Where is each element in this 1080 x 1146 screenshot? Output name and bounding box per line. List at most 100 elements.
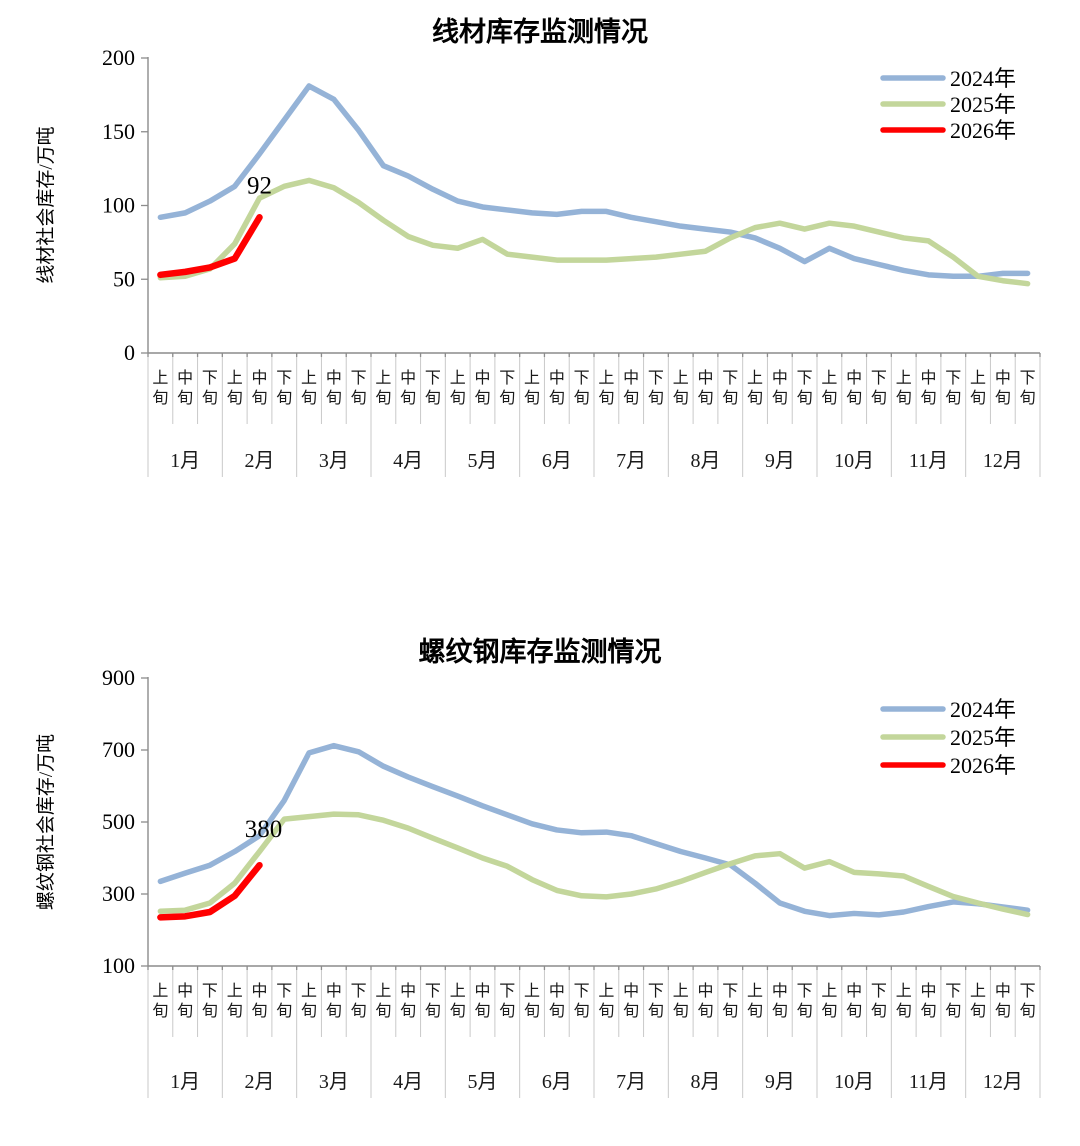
period-label: 旬 [846, 1002, 862, 1020]
period-label: 旬 [499, 1002, 515, 1020]
period-label: 旬 [251, 389, 267, 407]
legend-label-2026年: 2026年 [950, 118, 1016, 143]
period-label: 下 [574, 370, 590, 387]
period-label: 中 [697, 369, 713, 387]
period-label: 下 [202, 370, 218, 387]
period-label: 旬 [797, 1002, 813, 1020]
period-label: 上 [301, 369, 317, 387]
period-label: 下 [351, 983, 367, 1000]
period-label: 旬 [450, 1002, 466, 1020]
period-label: 旬 [375, 389, 391, 407]
month-label: 7月 [616, 450, 646, 472]
month-label: 11月 [909, 450, 948, 472]
period-label: 旬 [276, 1002, 292, 1020]
month-label: 6月 [542, 1071, 572, 1093]
period-label: 中 [995, 982, 1011, 1000]
period-label: 下 [722, 370, 738, 387]
period-label: 旬 [797, 389, 813, 407]
period-label: 旬 [400, 1002, 416, 1020]
period-label: 下 [722, 983, 738, 1000]
month-label: 1月 [170, 450, 200, 472]
period-label: 旬 [152, 1002, 168, 1020]
series-line-2024年 [157, 83, 1031, 280]
y-tick-label: 150 [102, 119, 135, 144]
period-label: 上 [152, 982, 168, 1000]
y-tick-label: 900 [102, 665, 135, 690]
month-label: 5月 [468, 1071, 498, 1093]
y-tick-label: 300 [102, 881, 135, 906]
period-label: 旬 [871, 389, 887, 407]
wire-rod-inventory-chart: 线材库存监测情况 0 50 100 150 200 上旬中旬下旬上旬中旬下旬上旬中旬下旬上… [35, 17, 1041, 477]
period-label: 旬 [251, 1002, 267, 1020]
period-label: 上 [524, 982, 540, 1000]
period-label: 中 [400, 982, 416, 1000]
period-label: 中 [772, 982, 788, 1000]
period-label: 中 [846, 369, 862, 387]
period-label: 中 [772, 369, 788, 387]
period-label: 下 [276, 370, 292, 387]
period-label: 中 [995, 369, 1011, 387]
period-label: 下 [351, 370, 367, 387]
period-label: 旬 [301, 389, 317, 407]
period-label: 旬 [722, 389, 738, 407]
period-label: 中 [549, 982, 565, 1000]
period-label: 上 [673, 982, 689, 1000]
period-label: 旬 [995, 1002, 1011, 1020]
month-label: 5月 [468, 450, 498, 472]
period-label: 旬 [425, 389, 441, 407]
month-label: 9月 [765, 450, 795, 472]
period-label: 下 [499, 370, 515, 387]
period-label: 旬 [474, 389, 490, 407]
period-label: 旬 [177, 1002, 193, 1020]
period-label: 旬 [301, 1002, 317, 1020]
period-label: 旬 [970, 389, 986, 407]
period-label: 旬 [920, 389, 936, 407]
period-label: 上 [598, 369, 614, 387]
month-label: 11月 [909, 1071, 948, 1093]
period-label: 中 [623, 369, 639, 387]
rebar-chart-title: 螺纹钢库存监测情况 [418, 637, 662, 667]
period-label: 旬 [772, 1002, 788, 1020]
period-label: 下 [425, 983, 441, 1000]
period-label: 旬 [747, 389, 763, 407]
period-label: 旬 [896, 389, 912, 407]
series-line-2024年 [157, 742, 1031, 919]
y-tick-label: 50 [113, 266, 135, 291]
month-label: 3月 [319, 1071, 349, 1093]
period-label: 旬 [623, 389, 639, 407]
period-label: 上 [450, 982, 466, 1000]
period-label: 上 [673, 369, 689, 387]
period-label: 下 [202, 983, 218, 1000]
month-label: 10月 [834, 1071, 874, 1093]
period-label: 旬 [425, 1002, 441, 1020]
period-label: 中 [326, 369, 342, 387]
period-label: 旬 [276, 389, 292, 407]
period-label: 上 [896, 982, 912, 1000]
period-label: 旬 [574, 1002, 590, 1020]
period-label: 旬 [549, 1002, 565, 1020]
period-label: 旬 [574, 389, 590, 407]
legend-label-2024年: 2024年 [950, 66, 1016, 91]
period-label: 旬 [747, 1002, 763, 1020]
period-label: 旬 [524, 1002, 540, 1020]
period-label: 上 [821, 369, 837, 387]
series-line-2025年 [157, 177, 1031, 287]
period-label: 旬 [722, 1002, 738, 1020]
period-label: 上 [375, 369, 391, 387]
period-label: 旬 [202, 1002, 218, 1020]
period-label: 中 [474, 982, 490, 1000]
period-label: 中 [177, 369, 193, 387]
month-label: 7月 [616, 1071, 646, 1093]
period-label: 上 [227, 369, 243, 387]
period-label: 旬 [846, 389, 862, 407]
series-line-2025年 [157, 811, 1031, 918]
period-label: 旬 [970, 1002, 986, 1020]
period-label: 旬 [821, 389, 837, 407]
period-label: 中 [251, 369, 267, 387]
y-axis-title: 线材社会库存/万吨 [35, 126, 57, 283]
month-label: 8月 [691, 450, 721, 472]
period-label: 上 [896, 369, 912, 387]
period-label: 中 [177, 982, 193, 1000]
period-label: 旬 [499, 389, 515, 407]
